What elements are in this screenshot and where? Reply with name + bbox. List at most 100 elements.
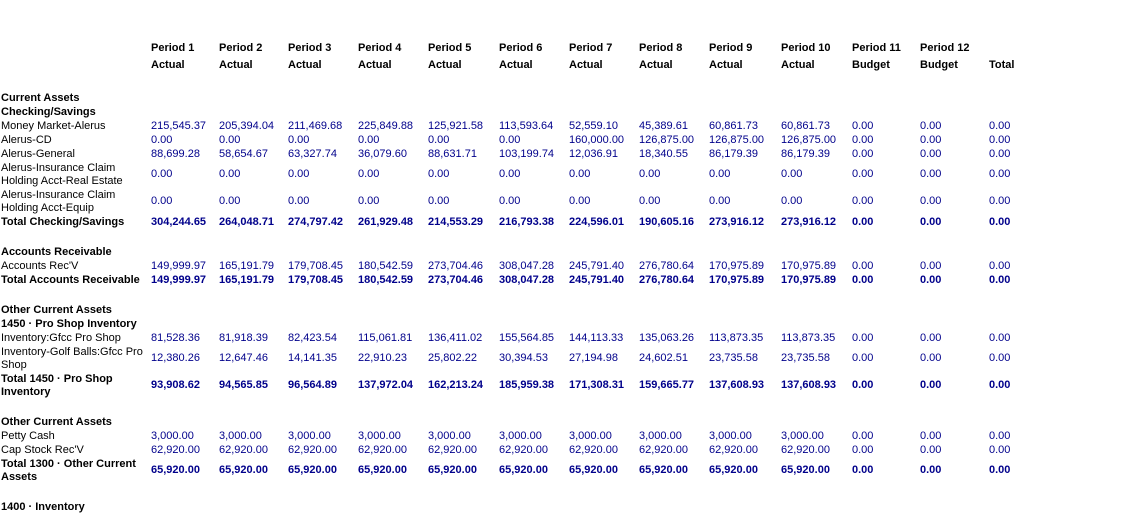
cell-value: 137,608.93 [709, 379, 765, 391]
cell-value: 273,704.46 [428, 273, 484, 286]
cell-empty [428, 415, 499, 429]
cell-empty [219, 91, 288, 105]
cell-empty [639, 317, 709, 331]
cell-empty [852, 303, 920, 317]
account-row: Alerus-General 88,699.28 58,654.67 63,327.7… [1, 147, 1059, 161]
cell-value: 170,975.89 [781, 273, 837, 286]
cell-empty [569, 245, 639, 259]
cell-value: 0.00 [219, 133, 241, 146]
cell-value: 171,308.31 [569, 379, 625, 391]
cell-value: 3,000.00 [358, 429, 401, 442]
account-row: Inventory:Gfcc Pro Shop 81,528.36 81,918.3… [1, 331, 1059, 345]
cell-empty [920, 245, 989, 259]
column-header-2-period: Period 2 [219, 42, 263, 54]
cell-value: 81,918.39 [219, 331, 268, 344]
cell-value: 0.00 [989, 119, 1011, 132]
cell-value: 62,920.00 [499, 443, 548, 456]
cell-empty [709, 105, 781, 119]
column-header-10-period: Period 10 [781, 42, 831, 54]
account-row: Alerus-Insurance Claim Holding Acct-Real… [1, 161, 1059, 188]
cell-value: 304,244.65 [151, 215, 207, 228]
cell-value: 0.00 [989, 443, 1011, 456]
spacer-row [1, 229, 1059, 245]
cell-value: 0.00 [639, 168, 661, 180]
cell-value: 0.00 [288, 168, 310, 180]
cell-value: 0.00 [428, 133, 450, 146]
cell-value: 0.00 [219, 168, 241, 180]
clipped-row: 1400 · Inventory [1, 500, 1059, 514]
cell-empty [358, 415, 428, 429]
cell-value: 308,047.28 [499, 259, 555, 272]
cell-value: 12,036.91 [569, 147, 618, 160]
cell-value: 136,411.02 [428, 331, 483, 344]
account-row: Accounts Rec'V 149,999.97 165,191.79 179,70… [1, 259, 1059, 273]
cell-empty [219, 415, 288, 429]
cell-value: 0.00 [709, 195, 731, 207]
cell-empty [428, 303, 499, 317]
column-header-3-period: Period 3 [288, 42, 332, 54]
spacer-cell [1, 287, 1059, 303]
cell-value: 60,861.73 [781, 119, 830, 132]
cell-value: 0.00 [499, 195, 521, 207]
cell-value: 149,999.97 [151, 273, 207, 286]
cell-empty [920, 91, 989, 105]
cell-empty [989, 245, 1059, 259]
cell-empty [709, 91, 781, 105]
cell-value: 0.00 [989, 331, 1011, 344]
cell-value: 0.00 [852, 119, 874, 132]
cell-empty [358, 317, 428, 331]
cell-value: 0.00 [852, 464, 874, 476]
cell-empty [358, 245, 428, 259]
cell-value: 170,975.89 [781, 259, 837, 272]
column-header-8-period: Period 8 [639, 42, 683, 54]
cell-value: 214,553.29 [428, 215, 484, 228]
cell-value: 0.00 [151, 168, 173, 180]
cell-value: 93,908.62 [151, 379, 200, 391]
cell-empty [709, 303, 781, 317]
cell-value: 62,920.00 [219, 443, 268, 456]
column-header-13-period [989, 40, 1059, 57]
account-row: Alerus-CD 0.00 0.00 0.00 0.00 0.00 0.00 160,000… [1, 133, 1059, 147]
cell-value: 113,593.64 [499, 119, 554, 132]
cell-empty [428, 500, 499, 514]
row-label: Checking/Savings [1, 105, 96, 118]
cell-empty [989, 303, 1059, 317]
cell-empty [709, 500, 781, 514]
cell-empty [989, 91, 1059, 105]
cell-empty [781, 91, 852, 105]
cell-value: 137,608.93 [781, 379, 837, 391]
account-row: Inventory-Golf Balls:Gfcc Pro Shop 12,380… [1, 345, 1059, 372]
row-label: Alerus-Insurance Claim Holding Acct-Equi… [1, 188, 116, 214]
cell-value: 23,735.58 [781, 352, 830, 364]
cell-value: 0.00 [989, 464, 1011, 476]
spacer-row [1, 484, 1059, 500]
account-row: Petty Cash 3,000.00 3,000.00 3,000.00 3,000.… [1, 429, 1059, 443]
cell-empty [288, 415, 358, 429]
column-header-4-type: Actual [358, 59, 392, 71]
cell-empty [219, 303, 288, 317]
cell-value: 159,665.77 [639, 379, 695, 391]
column-header-7-period: Period 7 [569, 42, 613, 54]
cell-value: 0.00 [989, 259, 1011, 272]
cell-value: 0.00 [920, 429, 942, 442]
column-header-9-period: Period 9 [709, 42, 753, 54]
cell-value: 3,000.00 [288, 429, 331, 442]
cell-value: 276,780.64 [639, 273, 695, 286]
cell-value: 273,916.12 [709, 215, 765, 228]
cell-value: 14,141.35 [288, 352, 337, 364]
section-header-row: 1450 · Pro Shop Inventory [1, 317, 1059, 331]
cell-empty [288, 91, 358, 105]
cell-value: 0.00 [151, 195, 173, 207]
cell-value: 170,975.89 [709, 273, 765, 286]
cell-value: 0.00 [151, 133, 173, 146]
cell-value: 0.00 [852, 443, 874, 456]
header-label-spacer [1, 57, 151, 74]
cell-empty [920, 415, 989, 429]
cell-value: 125,921.58 [428, 119, 484, 132]
cell-empty [781, 245, 852, 259]
cell-value: 245,791.40 [569, 273, 625, 286]
cell-value: 165,191.79 [219, 259, 275, 272]
cell-value: 3,000.00 [219, 429, 262, 442]
cell-empty [288, 105, 358, 119]
cell-value: 86,179.39 [709, 147, 758, 160]
